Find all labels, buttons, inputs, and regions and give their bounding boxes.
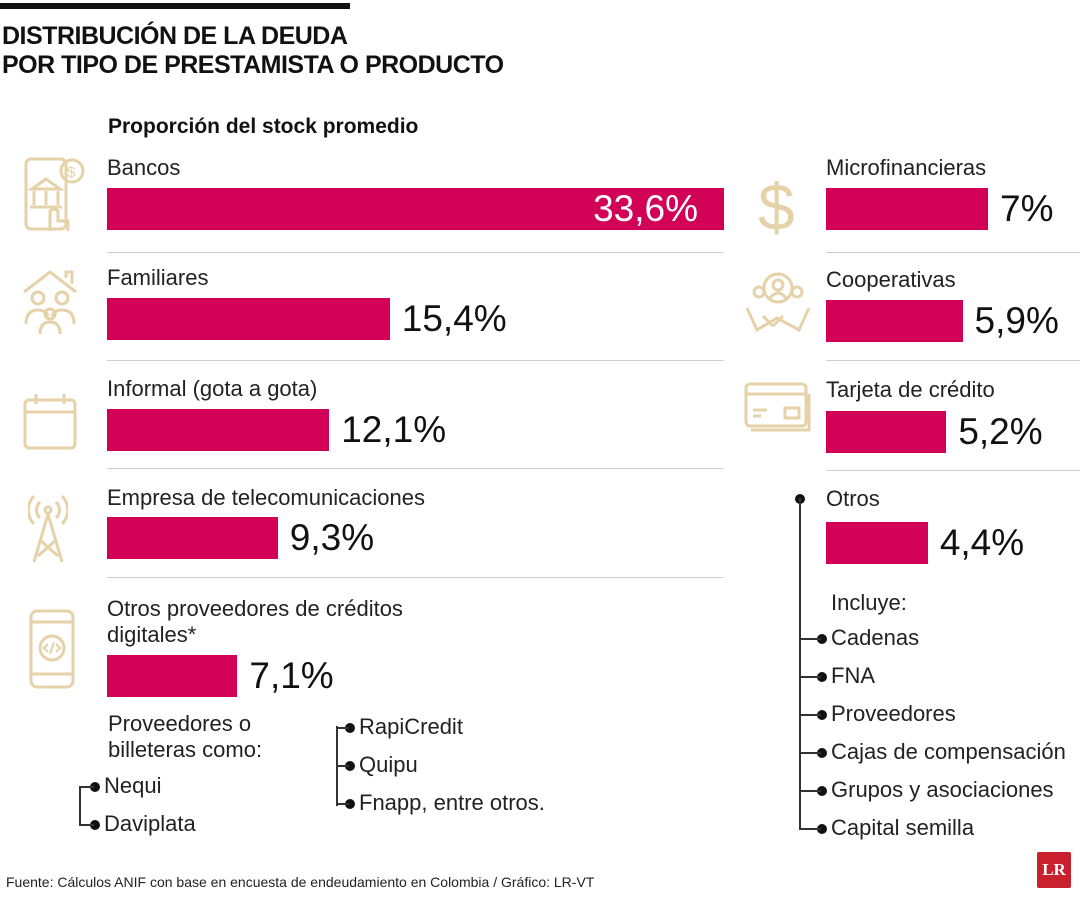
connector-line xyxy=(336,727,349,729)
connector-line xyxy=(79,824,94,826)
divider xyxy=(826,252,1080,253)
divider xyxy=(826,470,1080,471)
smartphone-code-icon xyxy=(29,609,75,689)
category-label: Otros xyxy=(826,486,880,511)
list-item: RapiCredit xyxy=(359,714,463,739)
bullet-dot xyxy=(817,672,827,682)
bullet-dot xyxy=(817,748,827,758)
list-item: Nequi xyxy=(104,773,162,798)
value-label: 7% xyxy=(1000,188,1054,229)
chart-subtitle: Proporción del stock promedio xyxy=(108,115,419,138)
bullet-dot xyxy=(345,761,355,771)
lr-logo: LR xyxy=(1037,852,1071,888)
source-note: Fuente: Cálculos ANIF con base en encues… xyxy=(6,874,595,890)
list-item: Grupos y asociaciones xyxy=(831,777,1054,802)
title-line-2: POR TIPO DE PRESTAMISTA O PRODUCTO xyxy=(2,51,504,79)
bank-phone-icon: $ xyxy=(24,157,85,231)
connector-line xyxy=(799,828,821,830)
connector-line xyxy=(79,786,94,788)
category-label: Informal (gota a gota) xyxy=(107,376,318,401)
divider xyxy=(826,360,1080,361)
value-label: 9,3% xyxy=(289,517,375,558)
credit-card-icon xyxy=(744,382,811,432)
connector-line xyxy=(799,752,821,754)
value-label: 12,1% xyxy=(341,409,447,450)
list-item: FNA xyxy=(831,663,875,688)
chart-title: DISTRIBUCIÓN DE LA DEUDA POR TIPO DE PRES… xyxy=(2,22,504,80)
category-label: Microfinancieras xyxy=(826,155,987,180)
bullet-dot xyxy=(817,786,827,796)
list-item: Capital semilla xyxy=(831,815,975,840)
connector-line xyxy=(799,714,821,716)
bar-9 xyxy=(826,522,928,564)
category-label: Bancos xyxy=(107,155,181,180)
connector-line xyxy=(336,765,349,767)
connector-line xyxy=(799,790,821,792)
family-house-icon xyxy=(23,270,77,335)
antenna-tower-icon xyxy=(28,494,68,563)
top-rule xyxy=(0,3,350,9)
divider xyxy=(107,252,724,253)
bar-7 xyxy=(826,300,963,342)
bar-5 xyxy=(107,655,238,697)
list-item: Proveedores xyxy=(831,701,956,726)
value-label: 5,9% xyxy=(974,300,1059,341)
category-label: Empresa de telecomunicaciones xyxy=(107,485,425,510)
divider xyxy=(107,360,724,361)
connector-line xyxy=(799,498,801,828)
value-label: 4,4% xyxy=(939,522,1025,563)
bullet-dot xyxy=(817,710,827,720)
dollar-icon: $ xyxy=(758,170,795,244)
list-item: Cadenas xyxy=(831,625,920,650)
bar-6 xyxy=(826,188,988,230)
bullet-dot xyxy=(90,820,100,830)
title-line-1: DISTRIBUCIÓN DE LA DEUDA xyxy=(2,22,348,50)
connector-line xyxy=(799,676,821,678)
value-label: 33,6% xyxy=(593,188,698,229)
category-label: Tarjeta de crédito xyxy=(826,377,995,402)
bullet-dot xyxy=(817,634,827,644)
value-label: 5,2% xyxy=(958,411,1043,452)
connector-line xyxy=(799,638,821,640)
cooperative-handshake-icon xyxy=(745,272,811,333)
bar-2 xyxy=(107,298,390,340)
bullet-dot xyxy=(345,723,355,733)
bullet-dot xyxy=(90,782,100,792)
bar-8 xyxy=(826,411,947,453)
bar-1 xyxy=(107,188,724,230)
digital-note-intro: Proveedores o billeteras como: xyxy=(108,711,263,762)
svg-text:$: $ xyxy=(67,164,76,181)
list-item: Cajas de compensación xyxy=(831,739,1066,764)
bar-3 xyxy=(107,409,330,451)
calendar-icon xyxy=(23,394,77,450)
connector-line xyxy=(79,786,81,826)
list-item: Fnapp, entre otros. xyxy=(359,790,545,815)
divider xyxy=(107,577,724,578)
bullet-dot xyxy=(345,799,355,809)
list-item: Daviplata xyxy=(104,811,196,836)
value-label: 15,4% xyxy=(401,298,507,339)
bullet-dot xyxy=(817,824,827,834)
otros-note-intro: Incluye: xyxy=(831,590,907,615)
category-label: Familiares xyxy=(107,265,209,290)
value-label: 7,1% xyxy=(249,655,334,696)
category-label: Otros proveedores de créditos digitales* xyxy=(107,596,403,647)
list-item: Quipu xyxy=(359,752,418,777)
category-label: Cooperativas xyxy=(826,267,956,292)
connector-line xyxy=(336,803,349,805)
bar-4 xyxy=(107,517,278,559)
divider xyxy=(107,468,724,469)
